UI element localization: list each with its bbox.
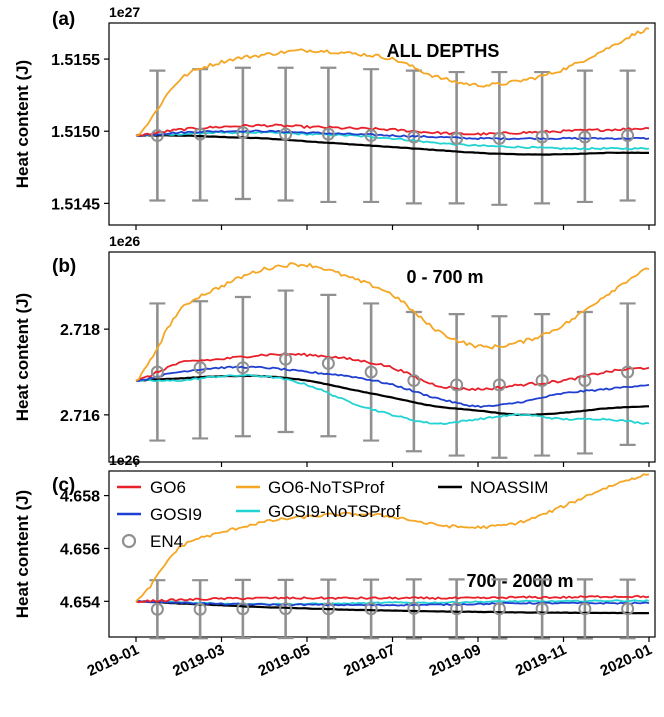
en4-marker [236, 126, 250, 140]
panel-1: 1.5145 1.5150 1.5155 Heat content (J) 1e27 (a… [13, 4, 656, 230]
y-tick-label: 4.658 [60, 489, 100, 506]
en4-marker [279, 602, 293, 616]
panel-title: ALL DEPTHS [387, 41, 500, 61]
panel-title: 700 - 2000 m [466, 571, 573, 591]
legend: GO6 GOSI9 EN4 GO6-NoTSProf GOSI9-NoTSPro… [117, 478, 548, 551]
legend-marker-en4 [121, 533, 137, 549]
en4-marker [492, 602, 506, 616]
x-tick-label: 2019-07 [341, 641, 398, 680]
series-line-noassim [135, 600, 650, 615]
legend-label-gosi9-notsprof: GOSI9-NoTSProf [268, 502, 401, 521]
en4-marker [364, 365, 378, 379]
offset-label: 1e26 [109, 452, 140, 468]
y-tick-label: 1.5155 [51, 52, 100, 69]
y-axis-label: Heat content (J) [13, 293, 32, 421]
plot-frame [108, 251, 656, 463]
panel-label: (a) [52, 9, 75, 30]
en4-marker [535, 602, 549, 616]
y-tick-label: 1.5150 [51, 124, 100, 141]
plot-frame [108, 22, 656, 226]
en4-marker [578, 374, 592, 388]
x-tick-label: 2019-09 [427, 641, 484, 680]
panel-3: 4.654 4.656 4.658 Heat content (J) 1e26 (c) 70… [13, 452, 656, 642]
en4-marker [578, 130, 592, 144]
en4-marker [621, 129, 635, 143]
en4-marker [321, 356, 335, 370]
y-axis-label: Heat content (J) [13, 60, 32, 188]
series-line-noassim [136, 134, 650, 156]
x-tick-label: 2019-11 [513, 641, 569, 679]
en4-marker [364, 602, 378, 616]
x-tick-label: 2019-03 [170, 641, 227, 680]
y-tick-label: 4.656 [60, 541, 100, 558]
en4-marker [621, 365, 635, 379]
x-tick-label: 2019-01 [85, 641, 142, 680]
x-tick-label: 2019-05 [256, 641, 313, 680]
series-line-go6 [135, 352, 650, 392]
panel-label: (b) [52, 256, 76, 277]
plot-frame [108, 470, 656, 638]
x-tick-label: 2020-01 [598, 641, 655, 680]
series-line-go6 [135, 123, 650, 137]
panel-title: 0 - 700 m [406, 267, 483, 287]
en4-marker [236, 602, 250, 616]
en4-marker [150, 129, 164, 143]
en4-marker [621, 602, 635, 616]
legend-label-go6: GO6 [150, 478, 186, 497]
panel-2: 2.716 2.718 Heat content (J) 1e26 (b) 0 - 700… [13, 233, 656, 467]
en4-marker [492, 378, 506, 392]
series-line-noassim [135, 374, 649, 416]
offset-label: 1e27 [109, 4, 140, 20]
legend-label-noassim: NOASSIM [470, 478, 548, 497]
en4-marker [193, 602, 207, 616]
en4-marker [364, 129, 378, 143]
y-tick-label: 1.5145 [51, 196, 100, 213]
en4-marker [193, 127, 207, 141]
x-axis: 2019-01 2019-03 2019-05 2019-07 2019-09 2019-… [85, 641, 655, 680]
en4-marker [321, 602, 335, 616]
en4-marker [279, 352, 293, 366]
en4-marker [407, 374, 421, 388]
offset-label: 1e26 [109, 233, 140, 249]
en4-marker [450, 602, 464, 616]
panel-label: (c) [52, 475, 75, 496]
legend-label-en4: EN4 [150, 532, 183, 551]
en4-marker [150, 602, 164, 616]
series-line-gosi9-notsprof [135, 373, 650, 426]
series-line-gosi9-notsprof [135, 130, 650, 151]
en4-marker [535, 130, 549, 144]
y-axis-label: Heat content (J) [13, 490, 32, 618]
y-tick-label: 2.718 [60, 322, 100, 339]
legend-label-gosi9: GOSI9 [150, 505, 202, 524]
en4-marker [492, 131, 506, 145]
series-line-go6 [135, 594, 650, 604]
en4-marker [150, 365, 164, 379]
series-line-go6-notsprof [135, 27, 650, 137]
series-line-go6-notsprof [135, 262, 650, 382]
en4-marker [407, 601, 421, 615]
panels: 1.5145 1.5150 1.5155 Heat content (J) 1e27 (a… [13, 4, 656, 642]
series-line-go6-notsprof [135, 473, 650, 602]
en4-marker [450, 378, 464, 392]
y-tick-label: 4.654 [60, 594, 100, 611]
y-tick-label: 2.716 [60, 408, 100, 425]
en4-marker [450, 131, 464, 145]
en4-marker [407, 130, 421, 144]
series-line-gosi9 [135, 129, 650, 141]
en4-marker [578, 602, 592, 616]
series-line-gosi9 [135, 365, 650, 409]
legend-label-go6-notsprof: GO6-NoTSProf [268, 478, 384, 497]
en4-marker [193, 361, 207, 375]
en4-marker [321, 127, 335, 141]
en4-marker [279, 127, 293, 141]
en4-marker [236, 361, 250, 375]
series-line-gosi9 [135, 600, 650, 607]
en4-marker [535, 374, 549, 388]
